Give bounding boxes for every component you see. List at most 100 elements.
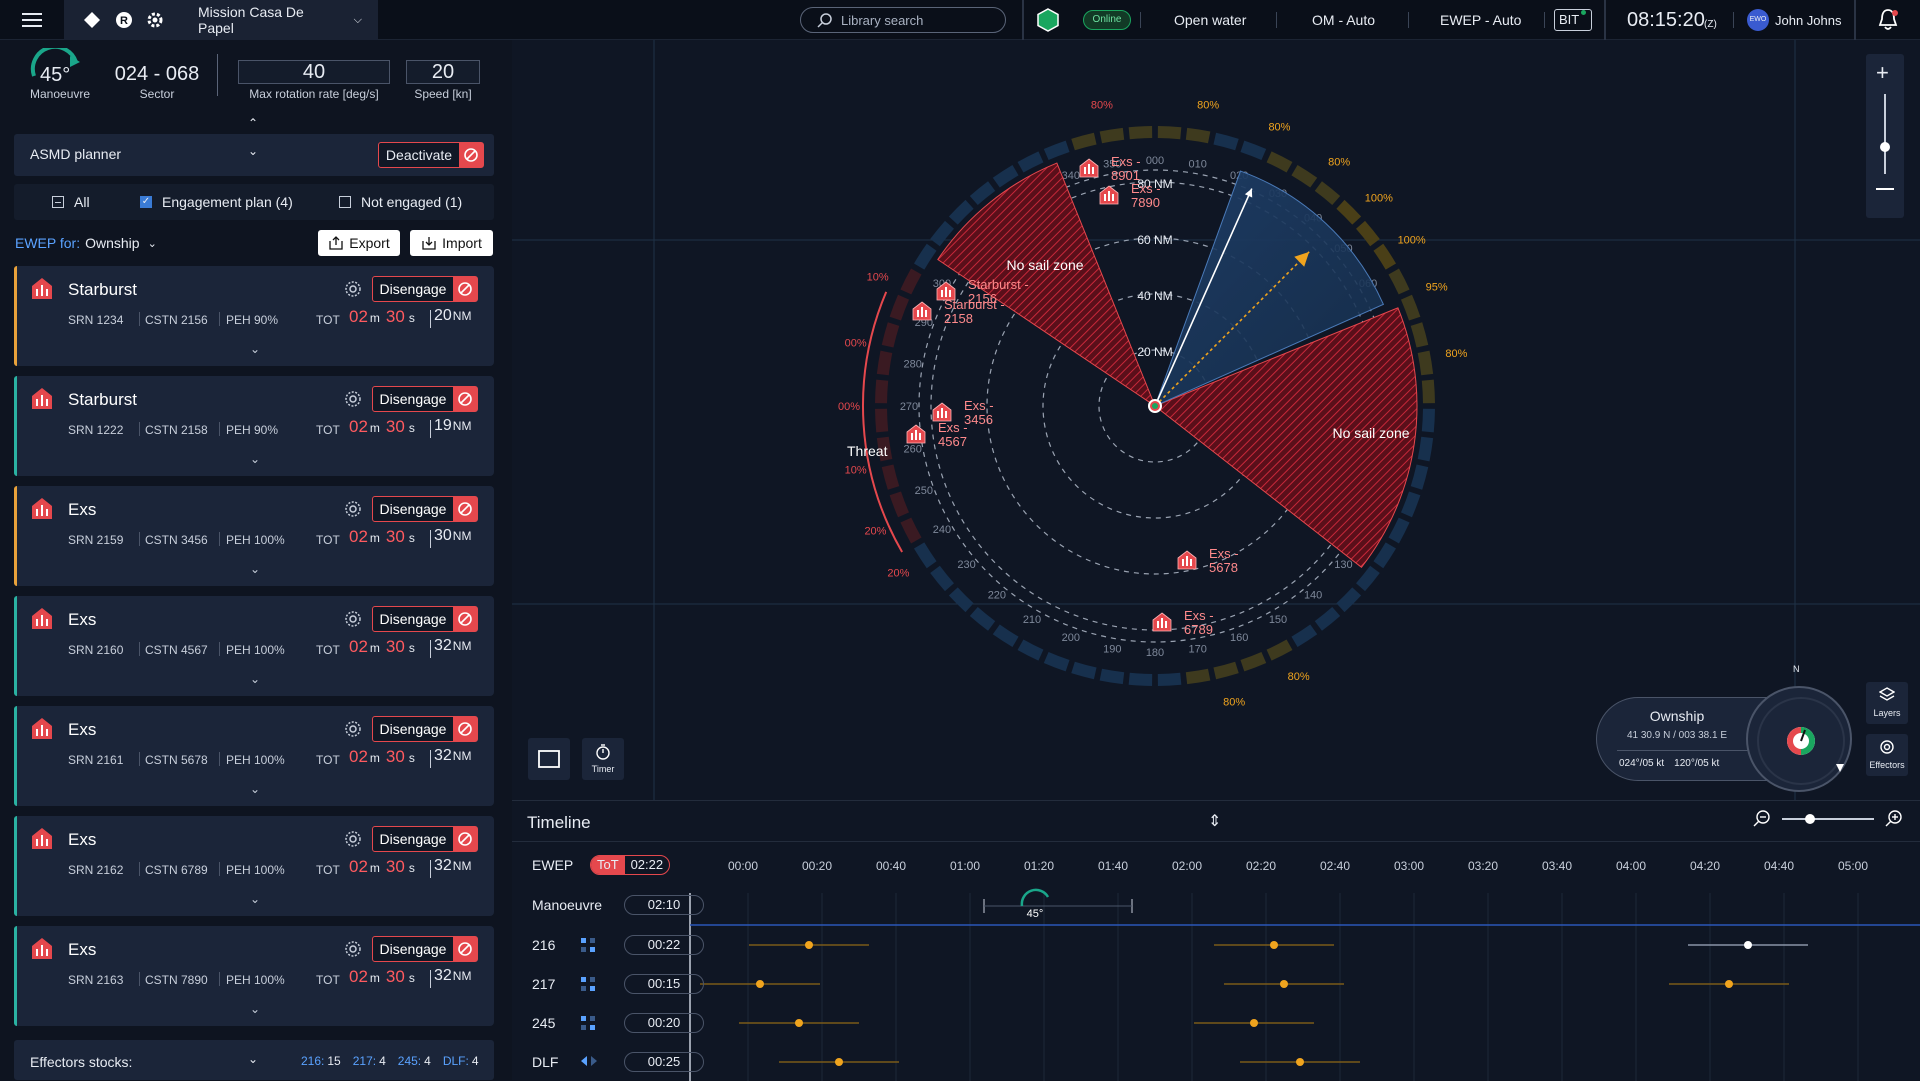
launch-marker[interactable] bbox=[1296, 1058, 1304, 1066]
disengage-button[interactable]: Disengage bbox=[372, 826, 478, 852]
ewep-for-selector[interactable]: EWEP for: Ownship ⌄ bbox=[15, 235, 157, 251]
no-sail-zone[interactable] bbox=[937, 162, 1157, 408]
cstn-value: CSTN 5678 bbox=[145, 753, 208, 767]
no-sail-zone[interactable] bbox=[1154, 307, 1418, 569]
engagement-sector[interactable] bbox=[1154, 170, 1385, 407]
engagement-card[interactable]: Starburst Disengage SRN 1222 CSTN 2158 P… bbox=[14, 376, 494, 476]
export-button[interactable]: Export bbox=[318, 230, 400, 256]
ewep-status[interactable]: EWEP - Auto bbox=[1440, 12, 1522, 28]
hamburger-menu-icon[interactable] bbox=[22, 0, 42, 40]
om-status[interactable]: OM - Auto bbox=[1312, 12, 1376, 28]
bit-button[interactable]: BIT bbox=[1554, 9, 1592, 31]
resize-handle-icon[interactable]: ⇕ bbox=[1208, 813, 1222, 830]
zoom-out-icon[interactable] bbox=[1752, 809, 1772, 829]
zoom-in-icon[interactable]: + bbox=[1876, 60, 1889, 85]
filter-engagement-plan[interactable]: ✓ Engagement plan (4) bbox=[140, 194, 293, 210]
launch-marker[interactable] bbox=[756, 980, 764, 988]
radar-target-icon[interactable] bbox=[344, 390, 362, 408]
user-name[interactable]: John Johns bbox=[1775, 12, 1842, 28]
mission-selector[interactable]: Mission Casa De Papel ⌵ bbox=[182, 0, 362, 40]
ownship-compass[interactable] bbox=[1746, 686, 1852, 792]
effector-grid-icon bbox=[580, 976, 596, 997]
filter-all[interactable]: All bbox=[52, 194, 90, 210]
zoom-out-icon[interactable] bbox=[1876, 188, 1894, 190]
threat-marker[interactable]: Exs -8901 bbox=[1079, 154, 1141, 183]
chevron-down-icon[interactable]: ⌄ bbox=[248, 1052, 259, 1066]
disengage-button[interactable]: Disengage bbox=[372, 606, 478, 632]
bearing-tick-label: 230 bbox=[957, 559, 975, 571]
radar-target-icon[interactable] bbox=[344, 280, 362, 298]
threat-marker[interactable]: Exs -4567 bbox=[906, 420, 968, 449]
radar-target-icon[interactable] bbox=[344, 940, 362, 958]
disengage-button[interactable]: Disengage bbox=[372, 716, 478, 742]
sector-ring-segment bbox=[881, 322, 900, 348]
launch-marker[interactable] bbox=[795, 1019, 803, 1027]
rectangle-tool-button[interactable] bbox=[528, 738, 570, 780]
engagement-card[interactable]: Exs Disengage SRN 2160 CSTN 4567 PEH 100… bbox=[14, 596, 494, 696]
course-secondary: 120°/05 kt bbox=[1674, 758, 1720, 769]
launch-marker[interactable] bbox=[835, 1058, 843, 1066]
ownship-panel[interactable]: Ownship 41 30.9 N / 003 38.1 E 024°/05 k… bbox=[1596, 697, 1772, 781]
speed-input[interactable]: 20 bbox=[406, 60, 480, 84]
disengage-button[interactable]: Disengage bbox=[372, 936, 478, 962]
timeline-chart[interactable]: 45° bbox=[512, 883, 1920, 1081]
rotation-rate-input[interactable]: 40 bbox=[238, 60, 390, 84]
timeline-zoom-track[interactable] bbox=[1782, 818, 1874, 820]
import-button[interactable]: Import bbox=[410, 230, 493, 256]
threat-marker[interactable]: Starburst -2156 bbox=[936, 277, 1029, 306]
chevron-up-icon[interactable]: ⌃ bbox=[248, 116, 259, 130]
chevron-down-icon[interactable]: ⌄ bbox=[248, 144, 259, 158]
chevron-down-icon[interactable]: ⌄ bbox=[250, 892, 261, 906]
disengage-button[interactable]: Disengage bbox=[372, 386, 478, 412]
layers-label: Layers bbox=[1873, 708, 1901, 718]
engagement-card[interactable]: Starburst Disengage SRN 1234 CSTN 2156 P… bbox=[14, 266, 494, 366]
divider bbox=[219, 312, 220, 326]
timer-button[interactable]: Timer bbox=[582, 738, 624, 780]
chevron-down-icon[interactable]: ⌄ bbox=[250, 1002, 261, 1016]
avatar[interactable]: EWO bbox=[1747, 9, 1769, 31]
chevron-down-icon[interactable]: ⌄ bbox=[250, 562, 261, 576]
launch-marker[interactable] bbox=[1250, 1019, 1258, 1027]
engagement-card[interactable]: Exs Disengage SRN 2163 CSTN 7890 PEH 100… bbox=[14, 926, 494, 1026]
diamond-icon[interactable] bbox=[84, 0, 100, 40]
threat-marker[interactable]: Exs -6789 bbox=[1152, 608, 1214, 637]
layers-button[interactable]: Layers bbox=[1866, 682, 1908, 724]
disengage-button[interactable]: Disengage bbox=[372, 496, 478, 522]
launch-marker[interactable] bbox=[805, 941, 813, 949]
radar-target-icon[interactable] bbox=[344, 830, 362, 848]
search-input[interactable]: Library search bbox=[800, 7, 1006, 33]
launch-marker[interactable] bbox=[1725, 980, 1733, 988]
bell-icon[interactable] bbox=[1876, 0, 1900, 40]
water-status[interactable]: Open water bbox=[1174, 12, 1247, 28]
chevron-down-icon[interactable]: ⌄ bbox=[250, 672, 261, 686]
threat-marker[interactable]: Starburst -2158 bbox=[912, 297, 1005, 326]
tactical-map[interactable]: 0000100200300400500600700800901001101201… bbox=[512, 40, 1920, 800]
effectors-button[interactable]: Effectors bbox=[1866, 734, 1908, 776]
radar-target-icon[interactable] bbox=[344, 720, 362, 738]
radar-display[interactable]: 0000100200300400500600700800901001101201… bbox=[512, 40, 1920, 800]
launch-marker[interactable] bbox=[1744, 941, 1752, 949]
zoom-slider-handle[interactable] bbox=[1880, 142, 1890, 152]
chevron-down-icon[interactable]: ⌄ bbox=[250, 342, 261, 356]
timeline-zoom-handle[interactable] bbox=[1805, 814, 1815, 824]
disengage-button[interactable]: Disengage bbox=[372, 276, 478, 302]
threat-marker[interactable]: Exs -7890 bbox=[1099, 181, 1161, 210]
deactivate-button[interactable]: Deactivate bbox=[378, 142, 484, 168]
chevron-down-icon[interactable]: ⌄ bbox=[250, 452, 261, 466]
heading-line bbox=[1154, 188, 1253, 407]
zoom-slider-track[interactable] bbox=[1884, 94, 1886, 174]
engagement-card[interactable]: Exs Disengage SRN 2161 CSTN 5678 PEH 100… bbox=[14, 706, 494, 806]
radar-target-icon[interactable] bbox=[344, 500, 362, 518]
threat-marker[interactable]: Exs -3456 bbox=[932, 398, 994, 427]
launch-marker[interactable] bbox=[1280, 980, 1288, 988]
gear-icon[interactable] bbox=[146, 0, 164, 40]
engagement-card[interactable]: Exs Disengage SRN 2162 CSTN 6789 PEH 100… bbox=[14, 816, 494, 916]
zoom-in-icon[interactable] bbox=[1884, 809, 1904, 829]
launch-marker[interactable] bbox=[1270, 941, 1278, 949]
radar-target-icon[interactable] bbox=[344, 610, 362, 628]
chevron-down-icon[interactable]: ⌄ bbox=[250, 782, 261, 796]
filter-not-engaged[interactable]: Not engaged (1) bbox=[339, 194, 462, 210]
threat-marker[interactable]: Exs -5678 bbox=[1177, 546, 1239, 575]
engagement-card[interactable]: Exs Disengage SRN 2159 CSTN 3456 PEH 100… bbox=[14, 486, 494, 586]
r-badge-icon[interactable]: R bbox=[115, 0, 133, 40]
